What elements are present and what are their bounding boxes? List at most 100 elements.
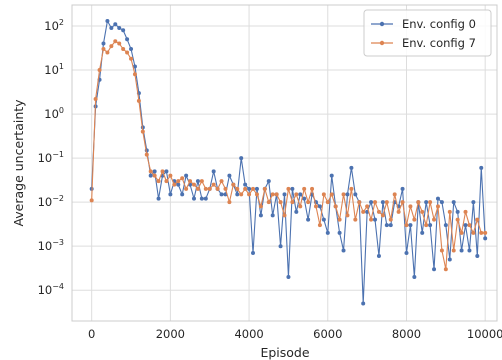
data-point-series-1 bbox=[341, 192, 346, 197]
data-point-series-0 bbox=[432, 267, 437, 272]
data-point-series-1 bbox=[325, 200, 330, 205]
data-point-series-0 bbox=[109, 26, 114, 31]
data-point-series-0 bbox=[420, 230, 425, 235]
data-point-series-1 bbox=[428, 200, 433, 205]
x-axis-label: Episode bbox=[260, 345, 309, 360]
data-point-series-1 bbox=[459, 230, 464, 235]
data-point-series-0 bbox=[361, 301, 366, 306]
data-point-series-1 bbox=[227, 200, 232, 205]
data-point-series-1 bbox=[408, 204, 413, 209]
data-point-series-1 bbox=[93, 97, 98, 101]
data-point-series-0 bbox=[199, 196, 204, 201]
data-point-series-0 bbox=[475, 253, 480, 258]
data-point-series-1 bbox=[290, 200, 295, 205]
data-point-series-1 bbox=[140, 129, 145, 134]
data-point-series-1 bbox=[180, 176, 185, 181]
data-point-series-1 bbox=[396, 209, 401, 214]
data-point-series-1 bbox=[475, 217, 480, 222]
legend-label-series-1: Env. config 7 bbox=[402, 36, 476, 50]
data-point-series-0 bbox=[435, 196, 440, 201]
data-point-series-0 bbox=[254, 186, 259, 191]
data-point-series-0 bbox=[227, 173, 232, 178]
data-point-series-0 bbox=[125, 37, 130, 42]
data-point-series-0 bbox=[211, 169, 216, 174]
data-point-series-1 bbox=[286, 186, 291, 191]
data-point-series-1 bbox=[266, 200, 271, 205]
data-point-series-1 bbox=[211, 182, 216, 187]
data-point-series-1 bbox=[471, 230, 476, 235]
data-point-series-0 bbox=[443, 223, 448, 228]
data-point-series-0 bbox=[101, 41, 106, 46]
data-point-series-0 bbox=[286, 274, 291, 279]
data-point-series-0 bbox=[353, 192, 358, 197]
data-point-series-0 bbox=[467, 248, 472, 253]
data-point-series-1 bbox=[270, 192, 275, 197]
data-point-series-1 bbox=[164, 179, 169, 184]
data-point-series-0 bbox=[113, 22, 118, 27]
data-point-series-0 bbox=[325, 230, 330, 235]
data-point-series-0 bbox=[290, 186, 295, 191]
data-point-series-1 bbox=[168, 173, 173, 178]
data-point-series-1 bbox=[439, 248, 444, 253]
data-point-series-0 bbox=[412, 274, 417, 279]
x-tick-label: 0 bbox=[88, 327, 95, 341]
data-point-series-0 bbox=[176, 182, 181, 187]
x-tick-label: 8000 bbox=[392, 327, 421, 341]
plot-area bbox=[72, 5, 497, 321]
data-point-series-0 bbox=[463, 223, 468, 228]
legend: Env. config 0 Env. config 7 bbox=[363, 9, 492, 57]
data-point-series-1 bbox=[369, 217, 374, 222]
data-point-series-0 bbox=[239, 156, 244, 161]
data-point-series-1 bbox=[176, 179, 181, 184]
data-point-series-0 bbox=[298, 192, 303, 197]
data-point-series-0 bbox=[376, 253, 381, 258]
y-tick-label: 101 bbox=[44, 62, 64, 77]
data-point-series-0 bbox=[235, 192, 240, 197]
data-point-series-0 bbox=[302, 196, 307, 201]
data-point-series-1 bbox=[148, 169, 153, 174]
data-point-series-0 bbox=[428, 223, 433, 228]
data-point-series-0 bbox=[219, 192, 224, 197]
data-point-series-1 bbox=[388, 217, 393, 222]
data-point-series-1 bbox=[294, 192, 299, 197]
data-point-series-1 bbox=[376, 209, 381, 214]
data-point-series-1 bbox=[247, 192, 252, 197]
data-point-series-1 bbox=[235, 186, 240, 191]
data-point-series-1 bbox=[258, 204, 263, 209]
data-point-series-0 bbox=[270, 213, 275, 218]
data-point-series-1 bbox=[195, 186, 200, 191]
data-point-series-1 bbox=[365, 204, 370, 209]
data-point-series-1 bbox=[262, 186, 267, 191]
data-point-series-1 bbox=[392, 192, 397, 197]
data-point-series-0 bbox=[459, 248, 464, 253]
data-point-series-0 bbox=[321, 217, 326, 222]
data-point-series-0 bbox=[278, 244, 283, 249]
data-point-series-1 bbox=[121, 47, 126, 52]
data-point-series-0 bbox=[439, 200, 444, 205]
legend-marker-series-1 bbox=[379, 40, 385, 46]
data-point-series-1 bbox=[89, 198, 94, 203]
data-point-series-1 bbox=[282, 213, 287, 218]
data-point-series-1 bbox=[132, 72, 137, 77]
data-point-series-0 bbox=[203, 196, 208, 201]
data-point-series-1 bbox=[251, 186, 256, 191]
data-point-series-0 bbox=[479, 165, 484, 170]
data-point-series-0 bbox=[243, 182, 248, 187]
data-point-series-0 bbox=[408, 223, 413, 228]
data-point-series-0 bbox=[345, 192, 350, 197]
data-point-series-0 bbox=[164, 169, 169, 174]
data-point-series-0 bbox=[129, 47, 134, 52]
data-point-series-1 bbox=[109, 44, 114, 49]
data-point-series-0 bbox=[471, 200, 476, 205]
data-point-series-1 bbox=[156, 179, 161, 184]
data-point-series-1 bbox=[97, 68, 102, 73]
data-point-series-1 bbox=[337, 217, 342, 222]
data-point-series-1 bbox=[105, 50, 110, 55]
data-point-series-1 bbox=[310, 186, 315, 191]
data-point-series-0 bbox=[373, 217, 378, 222]
data-point-series-1 bbox=[416, 200, 421, 205]
data-point-series-0 bbox=[132, 64, 137, 69]
data-point-series-1 bbox=[357, 200, 362, 205]
x-tick-label: 10000 bbox=[467, 327, 502, 341]
